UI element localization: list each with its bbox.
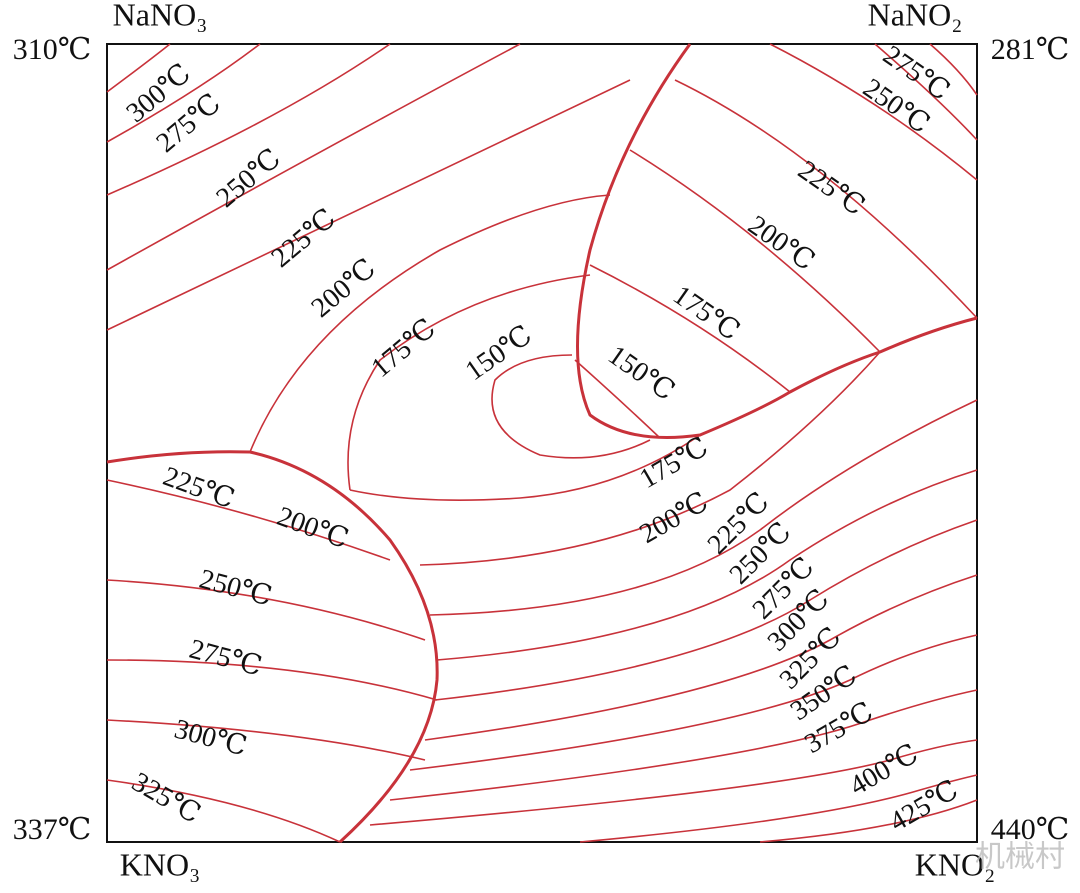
isotherm-label: 300℃ bbox=[171, 714, 250, 763]
corner-temperature: 337℃ bbox=[13, 813, 92, 846]
isotherm-label: 150℃ bbox=[602, 340, 680, 407]
frame bbox=[106, 43, 978, 843]
isotherm-label: 225℃ bbox=[792, 155, 870, 222]
watermark: 机械村 bbox=[975, 840, 1065, 875]
salt-label: NaNO₂ bbox=[868, 0, 963, 32]
isotherm-label: 200℃ bbox=[306, 253, 382, 324]
salt-label: KNO₂ bbox=[915, 846, 995, 882]
isotherm-label: 200℃ bbox=[634, 486, 713, 550]
salt-label: KNO₃ bbox=[120, 846, 200, 882]
corner-temperature: 440℃ bbox=[991, 813, 1070, 846]
isotherm-label: 225℃ bbox=[266, 203, 342, 274]
isotherm-label: 250℃ bbox=[211, 143, 287, 214]
isotherm-label: 175℃ bbox=[667, 280, 745, 347]
isotherm-label: 325℃ bbox=[127, 766, 206, 830]
isotherm-label: 225℃ bbox=[159, 461, 239, 515]
isotherms bbox=[106, 43, 978, 843]
phase-boundaries bbox=[106, 43, 978, 844]
isotherm-label: 200℃ bbox=[273, 501, 353, 555]
corner-temperature: 310℃ bbox=[13, 33, 92, 66]
isotherm-label: 175℃ bbox=[366, 313, 442, 384]
isotherm-label: 275℃ bbox=[186, 634, 265, 683]
isotherm-label: 200℃ bbox=[742, 210, 820, 277]
salt-label: NaNO₃ bbox=[113, 0, 208, 32]
isotherm-label: 425℃ bbox=[884, 774, 963, 838]
corner-temperature: 281℃ bbox=[991, 33, 1070, 66]
isotherm-label: 250℃ bbox=[196, 564, 275, 613]
